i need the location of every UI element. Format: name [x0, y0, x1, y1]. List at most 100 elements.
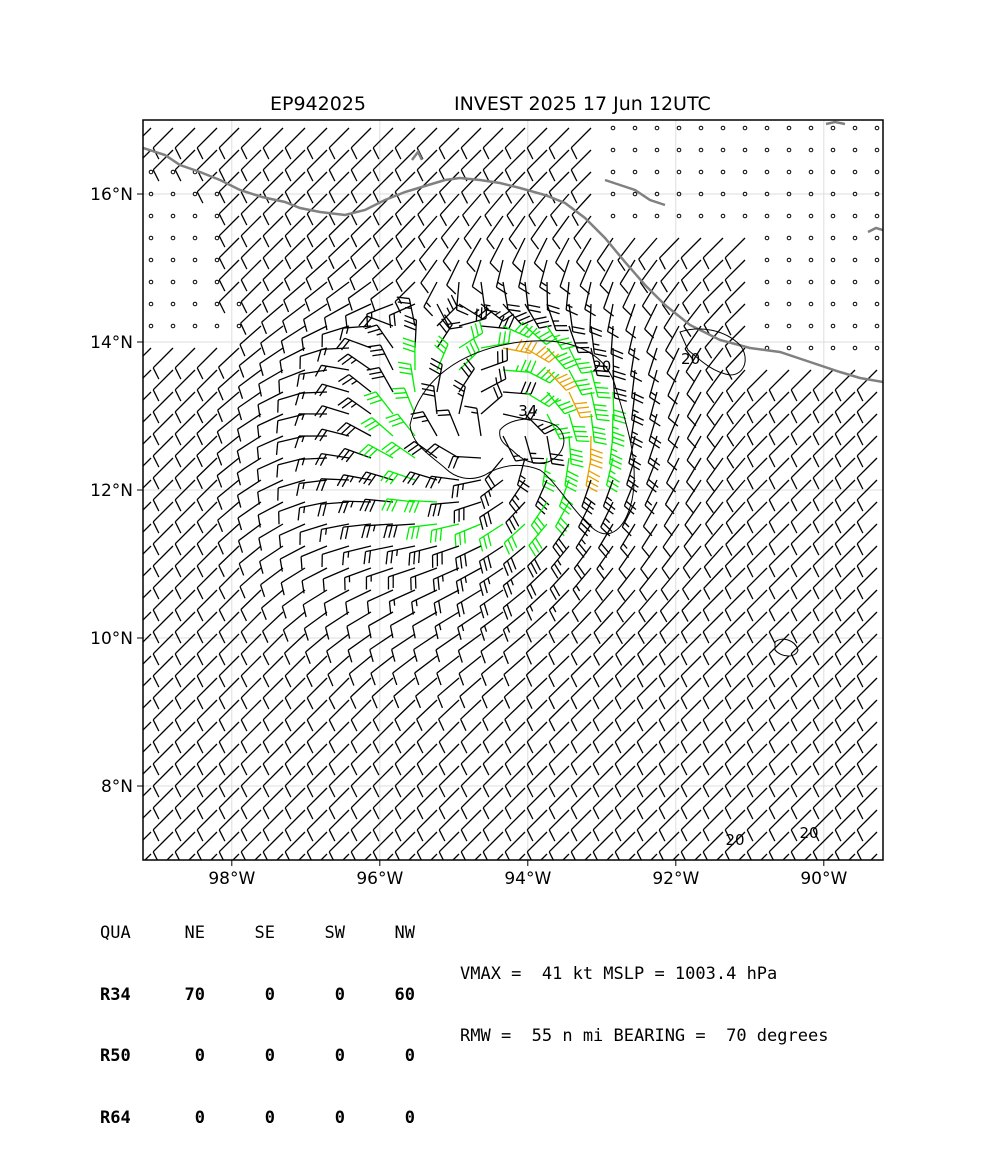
wind-barb — [436, 410, 459, 436]
stats-rmw-bearing: RMW = 55 n mi BEARING = 70 degrees — [460, 1026, 828, 1047]
wind-barb — [599, 524, 613, 558]
wind-barb — [337, 448, 371, 461]
wind-barb — [322, 546, 349, 567]
wind-barb — [131, 788, 151, 819]
wind-barb — [391, 612, 415, 638]
wind-barb — [395, 128, 415, 159]
calm-marker — [809, 214, 813, 218]
table-header: SE — [205, 923, 275, 944]
wind-barb — [131, 502, 151, 533]
calm-marker — [743, 148, 747, 152]
coastline-path — [143, 148, 883, 382]
table-cell: 70 — [160, 985, 205, 1006]
calm-marker — [699, 170, 703, 174]
wind-barb — [857, 370, 877, 401]
wind-barb — [641, 546, 657, 579]
calm-marker — [611, 126, 615, 130]
wind-barb — [433, 568, 459, 592]
calm-marker — [633, 170, 637, 174]
wind-barb — [480, 568, 503, 596]
wind-barb — [131, 414, 151, 445]
calm-marker — [193, 214, 197, 218]
wind-barb — [316, 454, 349, 466]
wind-barb — [726, 524, 745, 556]
calm-marker — [875, 214, 879, 218]
wind-barb — [351, 238, 371, 269]
calm-marker — [831, 346, 835, 350]
wind-barb — [241, 128, 261, 159]
wind-barb — [240, 326, 261, 356]
calm-marker — [611, 170, 615, 174]
calm-marker — [765, 214, 769, 218]
calm-marker — [875, 126, 879, 130]
calm-marker — [765, 236, 769, 240]
calm-marker — [765, 324, 769, 328]
wind-barb — [131, 854, 151, 885]
wind-barb — [684, 524, 701, 557]
calm-marker — [171, 214, 175, 218]
wind-barb — [459, 339, 479, 370]
calm-marker — [787, 170, 791, 174]
wind-barbs — [131, 126, 879, 885]
calm-marker — [853, 302, 857, 306]
wind-barb — [619, 546, 635, 579]
calm-marker — [853, 148, 857, 152]
wind-barb — [683, 546, 701, 578]
wind-barb — [631, 348, 642, 381]
calm-marker — [831, 214, 835, 218]
wind-barb — [338, 375, 371, 392]
table-cell: 0 — [160, 1108, 205, 1129]
calm-marker — [193, 324, 197, 328]
wind-barb — [705, 524, 723, 556]
wind-barb — [457, 282, 469, 315]
wind-barb — [241, 304, 261, 335]
wind-barb — [485, 458, 503, 490]
wind-barb — [131, 722, 151, 753]
wind-barb — [131, 392, 151, 423]
wind-barb — [707, 458, 723, 491]
wind-barb — [472, 260, 482, 294]
wind-barb — [703, 238, 723, 269]
storm-stats: VMAX = 41 kt MSLP = 1003.4 hPa RMW = 55 … — [460, 923, 828, 1067]
wind-barb — [262, 304, 283, 334]
wind-barb — [459, 359, 474, 392]
wind-barb — [219, 128, 239, 159]
lon-tick-label: 92°W — [652, 869, 699, 889]
wind-barb — [638, 634, 657, 665]
wind-barb — [661, 568, 679, 600]
lon-tick-label: 94°W — [504, 869, 551, 889]
wind-barb — [343, 546, 371, 565]
wind-barb — [279, 524, 305, 548]
calm-marker — [677, 148, 681, 152]
calm-marker — [699, 126, 703, 130]
wind-barb — [281, 568, 305, 595]
wind-barb — [131, 458, 151, 489]
wind-barb — [601, 502, 613, 536]
calm-marker — [193, 236, 197, 240]
wind-barb — [560, 480, 573, 514]
calm-marker — [831, 324, 835, 328]
wind-barb — [481, 384, 502, 414]
row-label: R64 — [100, 1108, 160, 1129]
wind-barb — [347, 612, 371, 639]
table-cell: 60 — [345, 985, 415, 1006]
wind-barb — [447, 260, 459, 294]
wind-barb — [435, 612, 459, 639]
calm-marker — [853, 346, 857, 350]
calm-marker — [853, 214, 857, 218]
calm-marker — [655, 148, 659, 152]
wind-barb — [458, 612, 481, 640]
wind-barb — [300, 524, 327, 545]
lon-tick-label: 90°W — [800, 869, 847, 889]
wind-barb — [595, 590, 613, 622]
table-cell: 0 — [205, 1108, 275, 1129]
calm-marker — [721, 170, 725, 174]
wind-barb — [302, 326, 327, 351]
calm-marker — [809, 280, 813, 284]
table-header-row: QUA NE SE SW NW — [100, 923, 415, 944]
wind-barb — [456, 546, 481, 571]
wind-barb — [338, 354, 371, 370]
calm-marker — [171, 280, 175, 284]
wind-barb — [663, 524, 679, 557]
